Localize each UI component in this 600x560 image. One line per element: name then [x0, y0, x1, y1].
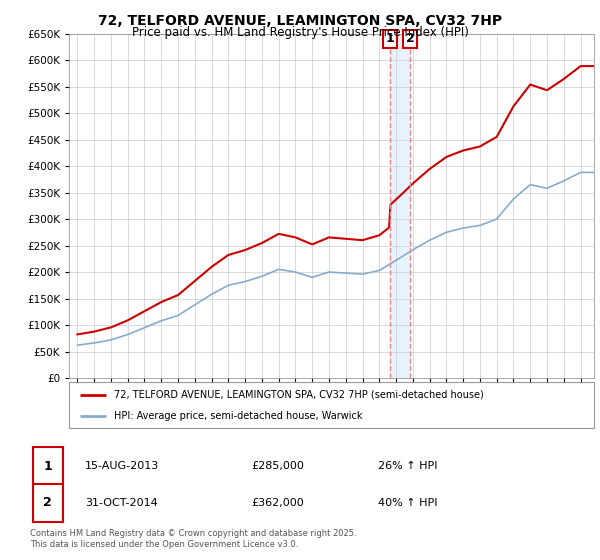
Text: 15-AUG-2013: 15-AUG-2013	[85, 461, 160, 471]
Text: Contains HM Land Registry data © Crown copyright and database right 2025.
This d: Contains HM Land Registry data © Crown c…	[30, 529, 356, 549]
Text: 40% ↑ HPI: 40% ↑ HPI	[378, 498, 437, 507]
Text: HPI: Average price, semi-detached house, Warwick: HPI: Average price, semi-detached house,…	[113, 411, 362, 421]
Text: Price paid vs. HM Land Registry's House Price Index (HPI): Price paid vs. HM Land Registry's House …	[131, 26, 469, 39]
Text: 72, TELFORD AVENUE, LEAMINGTON SPA, CV32 7HP: 72, TELFORD AVENUE, LEAMINGTON SPA, CV32…	[98, 14, 502, 28]
FancyBboxPatch shape	[69, 382, 594, 428]
Text: 2: 2	[43, 496, 52, 509]
FancyBboxPatch shape	[33, 447, 63, 485]
Text: £285,000: £285,000	[251, 461, 304, 471]
Text: 1: 1	[43, 460, 52, 473]
Text: £362,000: £362,000	[251, 498, 304, 507]
Text: 31-OCT-2014: 31-OCT-2014	[85, 498, 158, 507]
Text: 2: 2	[406, 32, 415, 45]
FancyBboxPatch shape	[33, 484, 63, 521]
Text: 72, TELFORD AVENUE, LEAMINGTON SPA, CV32 7HP (semi-detached house): 72, TELFORD AVENUE, LEAMINGTON SPA, CV32…	[113, 390, 484, 400]
Text: 26% ↑ HPI: 26% ↑ HPI	[378, 461, 437, 471]
Bar	[390, 34, 410, 378]
Text: 1: 1	[385, 32, 394, 45]
